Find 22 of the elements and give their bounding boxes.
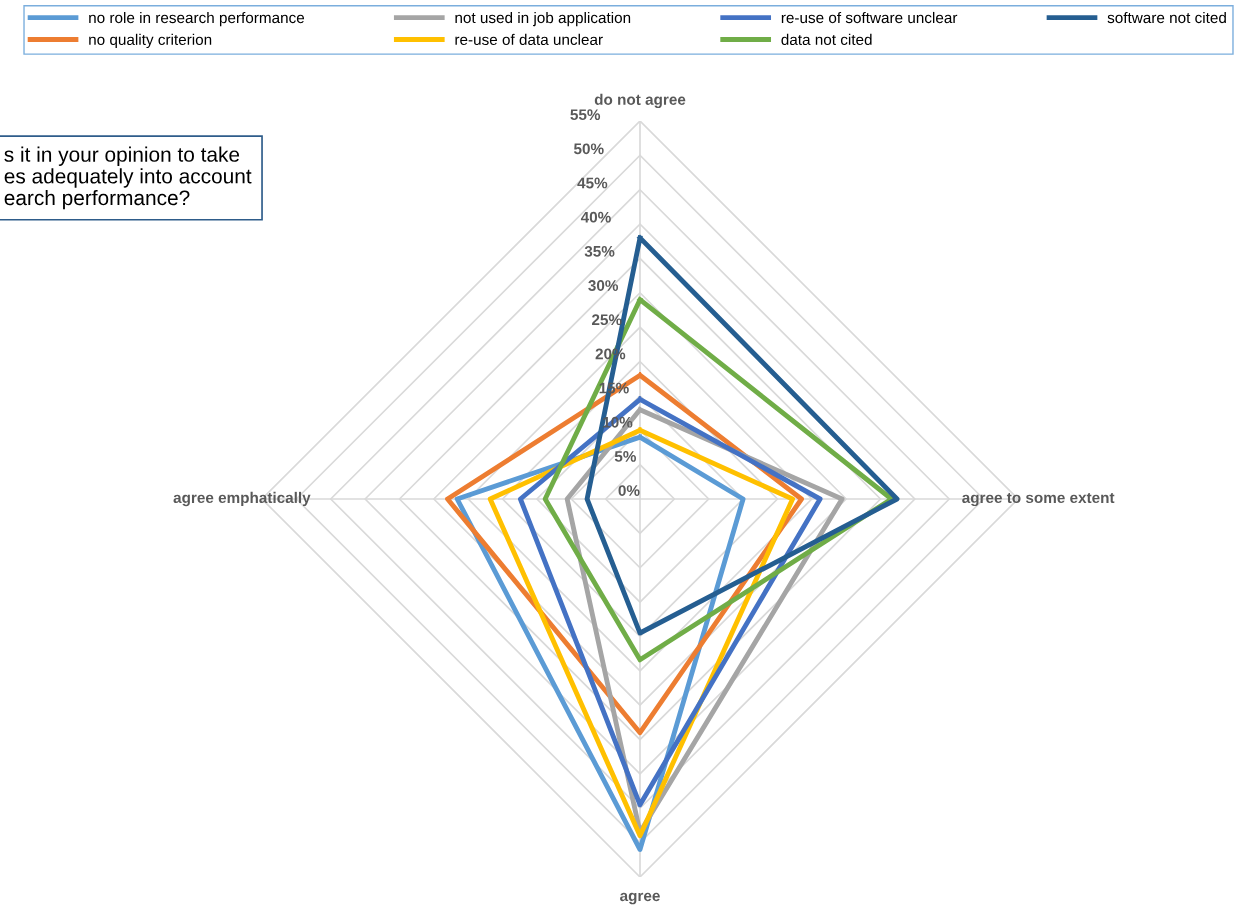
y-tick-label: 50% [573,143,604,155]
y-tick-label: 55% [570,109,601,121]
legend-label: software not cited [1107,11,1226,24]
legend-label: re-use of software unclear [781,11,958,24]
y-tick-label: 15% [599,382,629,394]
spoke-label: agree to some extent [962,492,1115,507]
spoke-label: do not agree [594,93,686,109]
y-tick-label: 30% [588,280,619,291]
y-tick-label: 10% [603,416,633,428]
y-tick-label: 35% [584,245,615,257]
text: s it in your opinion to take es adequately into account earch performance? [4,146,252,210]
legend-label: data not cited [781,33,872,46]
y-tick-label: 0% [618,485,640,496]
legend-label: re-use of data unclear [455,33,603,46]
legend-label: not used in job application [455,11,631,27]
legend-label: no quality criterion [89,33,212,49]
spoke-label: agree [620,892,660,905]
y-tick-label: 40% [580,211,611,223]
y-tick-label: 5% [614,451,637,462]
legend-label: no role in research performance [89,11,305,27]
y-tick-label: 45% [577,177,608,189]
spoke-label: agree emphatically [173,491,311,507]
